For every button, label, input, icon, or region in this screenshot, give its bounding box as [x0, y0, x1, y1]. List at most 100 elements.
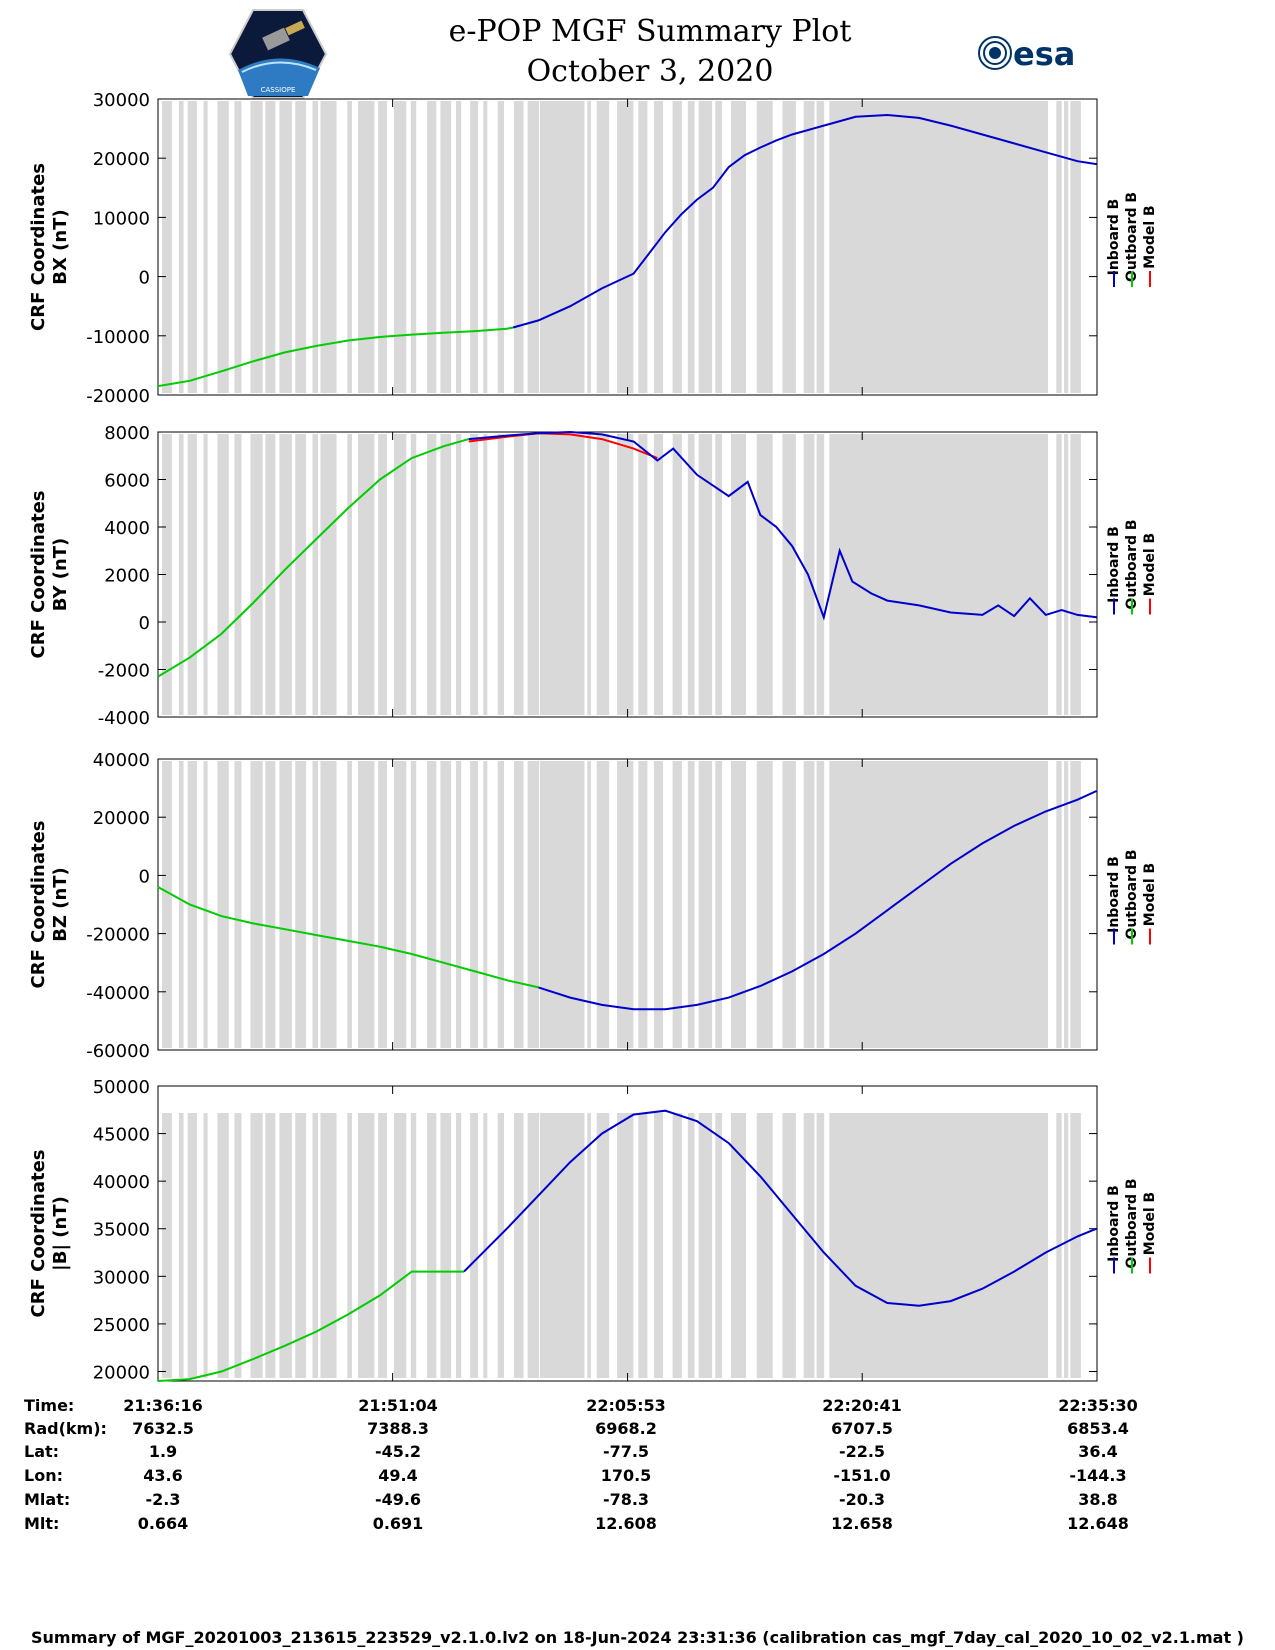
gap-stripe — [393, 761, 407, 1048]
svg-text:CASSIOPE: CASSIOPE — [261, 86, 296, 94]
orbit-info-value: -45.2 — [374, 1442, 422, 1461]
gap-stripe — [497, 761, 505, 1048]
series-line-inboard — [463, 1109, 1097, 1307]
orbit-info-value: 49.4 — [378, 1466, 418, 1485]
gap-stripe — [470, 1113, 479, 1378]
orbit-info-value: -49.6 — [374, 1490, 422, 1509]
orbit-info-value: 12.648 — [1067, 1514, 1129, 1533]
gap-stripe — [378, 101, 387, 393]
panel-2: -4000 -2000 0 2000 4000 6000 8000 CRF Coordinat… — [28, 423, 1158, 729]
legend-label: Outboard B — [1124, 519, 1140, 609]
gap-stripe — [203, 761, 208, 1048]
orbit-info-value: 6707.5 — [831, 1419, 893, 1438]
gap-stripe — [653, 434, 664, 715]
gap-stripe — [393, 434, 407, 715]
gap-region — [540, 1113, 580, 1378]
y-tick-label: -2000 — [98, 661, 150, 682]
gap-stripe — [320, 1113, 337, 1378]
gap-stripe — [596, 434, 610, 715]
y-tick-label: 0 — [139, 613, 150, 634]
gap-region — [540, 761, 580, 1048]
gap-stripe — [756, 101, 773, 393]
gap-stripe — [653, 761, 664, 1048]
file-summary-line: Summary of MGF_20201003_213615_223529_v2… — [31, 1628, 1244, 1647]
y-tick-label: 40000 — [93, 1172, 150, 1193]
gap-stripe — [234, 434, 242, 715]
gap-stripe — [357, 434, 375, 715]
y-tick-label: 50000 — [93, 1077, 150, 1098]
orbit-info-value: -144.3 — [1069, 1466, 1127, 1485]
gap-stripe — [596, 761, 610, 1048]
gap-stripe — [756, 761, 773, 1048]
gap-region — [540, 101, 580, 393]
gap-stripe — [638, 101, 648, 393]
gap-stripe — [217, 761, 229, 1048]
gap-stripe — [698, 101, 713, 393]
gap-stripe — [497, 1113, 505, 1378]
gap-stripe — [295, 1113, 307, 1378]
gap-stripe — [217, 101, 229, 393]
orbit-info-value: 0.664 — [137, 1514, 189, 1533]
orbit-info-value: 36.4 — [1078, 1442, 1118, 1461]
y-axis-label: BZ (nT) — [50, 867, 71, 942]
orbit-info-value: 43.6 — [143, 1466, 183, 1485]
gap-stripe — [638, 1113, 648, 1378]
orbit-info-value: 22:20:41 — [822, 1396, 902, 1415]
gap-stripe — [320, 434, 337, 715]
gap-stripe — [250, 761, 263, 1048]
legend-label: Outboard B — [1124, 1178, 1140, 1268]
y-axis-label: CRF Coordinates — [28, 491, 49, 659]
gap-stripe — [456, 761, 462, 1048]
y-tick-label: 8000 — [104, 423, 150, 444]
orbit-info-row: Mlat: -2.3 -49.6 -78.3 -20.3 38.8 — [0, 1490, 1275, 1512]
series-line-inboard — [468, 430, 1097, 621]
series-line-outboard — [157, 326, 514, 388]
gap-stripe — [162, 101, 172, 393]
gap-stripe — [312, 434, 318, 715]
gap-stripe — [410, 761, 417, 1048]
gap-stripe — [596, 101, 610, 393]
y-tick-label: 20000 — [93, 149, 150, 170]
gap-stripe — [279, 434, 292, 715]
legend-label: Model B — [1142, 205, 1158, 268]
panel-3: -60000 -40000 -20000 0 20000 40000 CRF Coordin… — [28, 750, 1158, 1062]
y-tick-label: 4000 — [104, 518, 150, 539]
gap-stripe — [378, 1113, 387, 1378]
gap-stripe — [357, 101, 375, 393]
gap-stripe — [527, 434, 540, 715]
y-tick-label: 0 — [139, 268, 150, 289]
gap-stripe — [782, 101, 796, 393]
gap-stripe — [497, 434, 505, 715]
gap-stripe — [178, 101, 184, 393]
gap-stripe — [234, 101, 242, 393]
gap-stripe — [312, 1113, 318, 1378]
series-line-outboard — [157, 1270, 464, 1382]
y-tick-label: 0 — [139, 866, 150, 887]
gap-stripe — [483, 1113, 488, 1378]
y-tick-label: 20000 — [93, 808, 150, 829]
gap-stripe — [1056, 434, 1062, 715]
gap-stripe — [393, 101, 407, 393]
gap-region — [830, 434, 1048, 715]
y-tick-label: 30000 — [93, 90, 150, 111]
gap-stripe — [638, 761, 648, 1048]
legend-label: Outboard B — [1124, 849, 1140, 939]
y-tick-label: 35000 — [93, 1220, 150, 1241]
gap-stripe — [265, 101, 276, 393]
gap-stripe — [617, 761, 634, 1048]
gap-stripe — [178, 434, 184, 715]
gap-stripe — [672, 1113, 682, 1378]
gap-stripe — [162, 761, 172, 1048]
gap-stripe — [312, 761, 318, 1048]
gap-stripe — [1056, 101, 1062, 393]
legend-label: Inboard B — [1106, 199, 1122, 276]
gap-stripe — [653, 1113, 664, 1378]
gap-stripe — [672, 434, 682, 715]
orbit-info-label: Lat: — [24, 1442, 60, 1461]
gap-stripe — [1064, 101, 1069, 393]
gap-stripe — [638, 434, 648, 715]
y-axis-label: CRF Coordinates — [28, 821, 49, 989]
gap-stripe — [587, 434, 591, 715]
gap-stripe — [513, 101, 524, 393]
gap-stripe — [250, 434, 263, 715]
